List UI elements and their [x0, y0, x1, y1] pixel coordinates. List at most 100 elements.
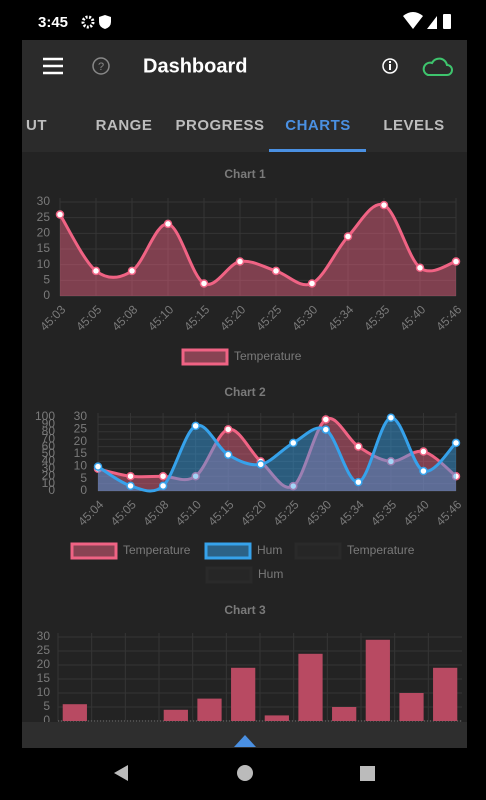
y-tick-label: 50	[42, 446, 56, 460]
legend-label: Hum	[257, 543, 282, 557]
bar	[433, 667, 458, 721]
point	[126, 471, 135, 481]
point	[379, 200, 389, 210]
info-button[interactable]	[382, 58, 398, 74]
legend-label: Temperature	[123, 543, 191, 557]
y-tick-label: 60	[42, 439, 56, 453]
point	[415, 263, 425, 273]
legend-swatch	[205, 566, 253, 584]
y-tick-label: 100	[35, 409, 55, 423]
point	[163, 219, 173, 229]
legend-swatch	[294, 542, 342, 560]
legend-label: Temperature	[234, 349, 302, 363]
y-tick-label: 20	[42, 468, 56, 482]
legend-swatch	[204, 542, 252, 560]
point	[451, 471, 461, 481]
tab-indicator	[269, 149, 366, 152]
point	[451, 257, 461, 266]
chart-title: Chart 2	[224, 385, 266, 399]
chart-title: Chart 1	[224, 167, 266, 181]
point	[223, 450, 233, 459]
legend-label: Temperature	[347, 543, 415, 557]
y-tick-label: 10	[42, 476, 56, 490]
y2-tick-label: 30	[74, 409, 88, 423]
point	[386, 457, 396, 466]
point	[93, 462, 103, 471]
point	[223, 425, 233, 434]
y2-tick-label: 15	[74, 446, 88, 460]
point	[191, 421, 200, 431]
y2-tick-label: 0	[80, 483, 87, 497]
tab[interactable]: PROGRESS	[175, 117, 264, 134]
y-tick-label: 25	[37, 643, 51, 657]
status-icons	[81, 12, 451, 29]
y-tick-label: 20	[37, 657, 51, 671]
legend-swatch	[181, 348, 229, 366]
point	[386, 413, 396, 422]
y-tick-label: 25	[37, 210, 51, 224]
menu-button[interactable]	[43, 57, 63, 75]
line	[58, 202, 457, 287]
point	[127, 266, 137, 276]
y-tick-label: 0	[43, 288, 50, 302]
svg-text:?: ?	[98, 61, 104, 73]
point	[354, 477, 363, 487]
point	[451, 438, 461, 448]
bar	[231, 667, 256, 721]
point	[419, 447, 428, 456]
point	[289, 438, 298, 448]
y-tick-label: 20	[37, 226, 51, 240]
point	[235, 257, 245, 266]
recents-button[interactable]	[360, 766, 375, 781]
y-tick-label: 15	[37, 241, 51, 255]
point	[126, 481, 135, 491]
y-tick-label: 30	[42, 461, 56, 475]
y-tick-label: 30	[37, 629, 51, 643]
y-tick-label: 30	[37, 194, 51, 208]
point	[191, 471, 200, 481]
y2-tick-label: 20	[74, 434, 88, 448]
y2-tick-label: 25	[74, 422, 88, 436]
point	[271, 266, 281, 276]
y-tick-label: 90	[42, 417, 56, 431]
point	[321, 425, 331, 434]
y-tick-label: 10	[37, 257, 51, 271]
y-tick-label: 70	[42, 431, 56, 445]
y-tick-label: 40	[42, 454, 56, 468]
y-tick-label: 5	[43, 273, 50, 287]
bar	[332, 707, 357, 721]
app-title: Dashboard	[143, 55, 247, 77]
y-tick-label: 10	[37, 685, 51, 699]
tab[interactable]: CHARTS	[285, 117, 351, 134]
bar	[197, 698, 222, 721]
point	[321, 415, 331, 424]
bar	[365, 639, 390, 721]
app-bar	[22, 40, 467, 98]
tab[interactable]: UT	[26, 117, 47, 134]
y2-tick-label: 10	[74, 459, 88, 473]
y-tick-label: 0	[48, 483, 55, 497]
tab[interactable]: LEVELS	[383, 117, 444, 134]
back-button[interactable]	[114, 765, 128, 781]
y-tick-label: 15	[37, 671, 51, 685]
y-tick-label: 80	[42, 424, 56, 438]
point	[289, 481, 298, 491]
bar	[163, 709, 188, 721]
point	[256, 460, 265, 469]
cloud-status[interactable]	[422, 57, 453, 76]
tab[interactable]: RANGE	[96, 117, 153, 134]
bar	[264, 715, 289, 721]
point	[419, 466, 428, 476]
clock: 3:45	[38, 14, 68, 31]
point	[91, 266, 101, 276]
point	[158, 481, 168, 491]
y-tick-label: 5	[43, 699, 50, 713]
point	[199, 279, 209, 288]
help-button[interactable]: ?	[92, 57, 110, 75]
scroll-indicator[interactable]	[234, 735, 256, 747]
point	[354, 442, 363, 451]
point	[307, 279, 317, 288]
bar	[62, 704, 87, 721]
home-button[interactable]	[237, 765, 253, 781]
